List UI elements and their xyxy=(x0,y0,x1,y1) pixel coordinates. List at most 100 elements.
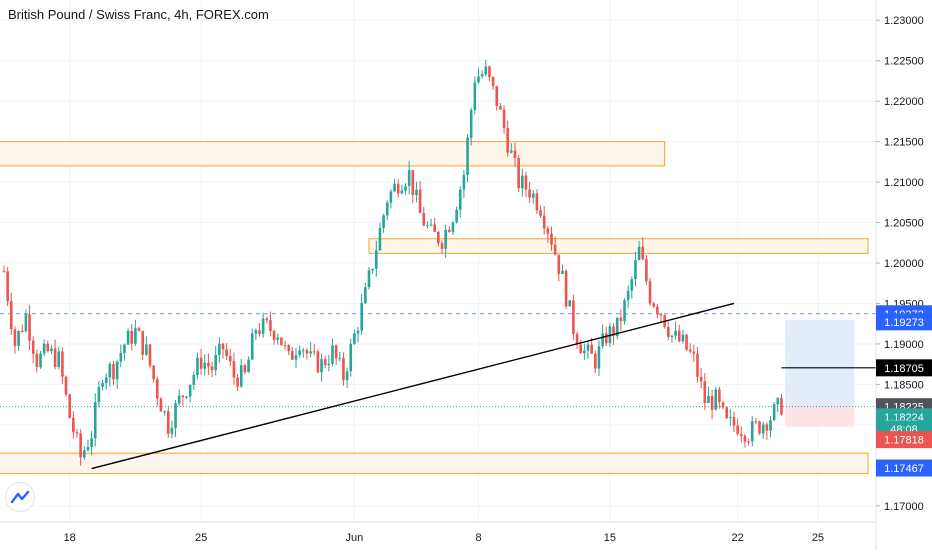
candle-body xyxy=(305,350,309,354)
candle-body xyxy=(93,402,97,439)
candle-body xyxy=(400,190,404,194)
candle-body xyxy=(382,215,385,229)
candle-body xyxy=(740,434,743,436)
price-label-bg xyxy=(876,313,932,331)
candle-body xyxy=(79,433,82,458)
candle-body xyxy=(597,346,601,369)
price-tick-label: 1.23000 xyxy=(884,15,924,27)
candle-body xyxy=(323,359,327,366)
candle-body xyxy=(718,389,721,403)
candle-body xyxy=(542,215,546,229)
candle-body xyxy=(407,170,411,187)
candle-body xyxy=(364,287,367,304)
supply-demand-zone xyxy=(0,141,666,167)
candle-body xyxy=(780,397,783,415)
candle-body xyxy=(247,359,250,373)
candle-body xyxy=(31,340,35,354)
price-label: 1.18705 xyxy=(884,363,924,375)
time-tick-label: 25 xyxy=(812,532,824,544)
candle-body xyxy=(24,314,28,332)
candle-body xyxy=(57,351,61,367)
rr-target-box xyxy=(785,319,855,407)
candle-body xyxy=(572,300,575,334)
candle-body xyxy=(17,330,20,346)
candle-body xyxy=(615,317,619,337)
candle-body xyxy=(623,300,626,322)
candle-body xyxy=(177,395,181,404)
candle-body xyxy=(130,330,134,344)
candle-body xyxy=(338,357,342,359)
price-label-bg xyxy=(876,431,932,449)
candle-body xyxy=(393,183,396,192)
candle-body xyxy=(517,158,520,189)
candle-body xyxy=(736,425,739,435)
candle-body xyxy=(696,353,699,377)
candle-body xyxy=(148,344,152,366)
candle-body xyxy=(502,109,506,129)
candle-body xyxy=(714,389,718,410)
candle-body xyxy=(6,271,9,302)
candle-body xyxy=(108,364,112,378)
price-label-bg xyxy=(876,459,932,477)
time-tick-label: 18 xyxy=(64,532,76,544)
candle-body xyxy=(488,66,491,78)
candle-body xyxy=(674,330,677,336)
candle-body xyxy=(42,343,46,354)
candle-body xyxy=(747,441,750,443)
candle-body xyxy=(561,270,564,275)
candle-body xyxy=(291,351,294,360)
candle-body xyxy=(159,398,163,412)
candle-body xyxy=(634,260,637,280)
candle-body xyxy=(334,345,338,359)
candle-body xyxy=(521,175,524,189)
candle-body xyxy=(214,354,217,371)
candle-body xyxy=(272,330,276,340)
candle-body xyxy=(97,386,101,403)
candle-body xyxy=(345,371,349,381)
candle-body xyxy=(210,366,214,371)
tradingview-logo-icon[interactable] xyxy=(6,483,34,511)
candle-body xyxy=(181,395,185,398)
candle-body xyxy=(261,318,265,334)
candle-body xyxy=(163,411,166,413)
price-label: 1.17467 xyxy=(884,463,924,475)
candle-body xyxy=(112,364,115,380)
candle-body xyxy=(309,351,312,354)
candle-body xyxy=(254,330,258,334)
candle-body xyxy=(765,424,769,431)
candle-body xyxy=(396,183,400,194)
price-tick-label: 1.20500 xyxy=(884,218,924,230)
candle-body xyxy=(20,330,24,332)
candle-body xyxy=(473,82,477,111)
candle-body xyxy=(145,344,148,355)
candle-body xyxy=(378,228,382,251)
candle-body xyxy=(743,435,747,442)
candle-body xyxy=(586,344,590,351)
candle-body xyxy=(681,334,685,342)
candle-body xyxy=(725,407,728,419)
candle-body xyxy=(550,233,553,245)
candle-body xyxy=(207,362,210,367)
candle-body xyxy=(444,229,447,249)
candle-body xyxy=(46,343,50,351)
trendline xyxy=(91,302,735,470)
candle-body xyxy=(594,353,597,369)
time-tick-label: 22 xyxy=(732,532,744,544)
candle-body xyxy=(729,417,732,419)
candle-body xyxy=(298,350,301,356)
candle-body xyxy=(119,353,123,362)
candle-body xyxy=(243,365,247,373)
candle-body xyxy=(389,191,393,203)
chart-title: British Pound / Swiss Franc, 4h, FOREX.c… xyxy=(8,7,269,22)
candle-body xyxy=(645,259,648,282)
candle-body xyxy=(61,351,64,377)
candle-body xyxy=(28,314,31,341)
time-tick-label: Jun xyxy=(346,532,364,544)
candle-body xyxy=(375,250,378,269)
candle-body xyxy=(72,417,75,433)
candle-body xyxy=(294,355,298,360)
candle-body xyxy=(506,128,509,153)
candle-body xyxy=(188,384,192,397)
